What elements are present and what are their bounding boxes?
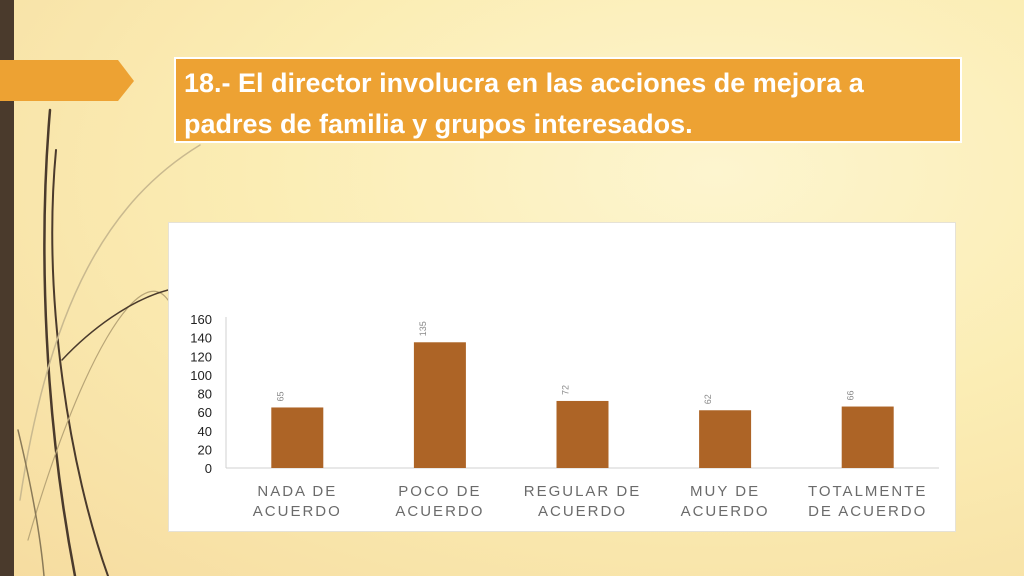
bar-value-label: 72 — [561, 385, 571, 395]
bar-value-label: 65 — [275, 391, 285, 401]
y-tick-label: 80 — [198, 387, 212, 402]
x-category-label: ACUERDO — [253, 503, 342, 520]
x-category-label: TOTALMENTE — [808, 483, 927, 500]
x-category-label: ACUERDO — [395, 503, 484, 520]
y-tick-label: 120 — [190, 349, 212, 364]
chart-card: 0 20 40 60 80 100 120 140 160 65 NADA DE ACUERDO 135… — [168, 222, 956, 532]
y-tick-label: 20 — [198, 442, 212, 457]
x-category-label: ACUERDO — [538, 503, 627, 520]
y-tick-label: 140 — [190, 331, 212, 346]
y-tick-label: 40 — [198, 424, 212, 439]
bar-value-label: 135 — [418, 321, 428, 336]
x-category-label: NADA DE — [257, 483, 337, 500]
slide-title: 18.- El director involucra en las accion… — [184, 68, 864, 139]
y-tick-label: 60 — [198, 405, 212, 420]
bar-value-label: 66 — [846, 391, 856, 401]
bar — [841, 406, 894, 468]
title-arrow-tab — [0, 60, 134, 101]
bar-value-label: 62 — [703, 394, 713, 404]
bar — [413, 342, 466, 468]
bar — [699, 410, 752, 468]
x-category-label: REGULAR DE — [524, 483, 642, 500]
bar — [271, 407, 324, 468]
x-category-label: MUY DE — [690, 483, 760, 500]
x-category-label: DE ACUERDO — [808, 503, 927, 520]
bar — [556, 400, 609, 468]
slide-title-box: 18.- El director involucra en las accion… — [174, 57, 962, 143]
y-tick-label: 160 — [190, 312, 212, 327]
x-category-label: POCO DE — [398, 483, 481, 500]
x-category-label: ACUERDO — [681, 503, 770, 520]
left-sidebar-bar — [0, 0, 14, 576]
swoosh-lines — [17, 108, 201, 576]
bar-chart: 0 20 40 60 80 100 120 140 160 65 NADA DE ACUERDO 135… — [190, 312, 939, 520]
y-tick-label: 100 — [190, 368, 212, 383]
y-tick-label: 0 — [205, 461, 212, 476]
